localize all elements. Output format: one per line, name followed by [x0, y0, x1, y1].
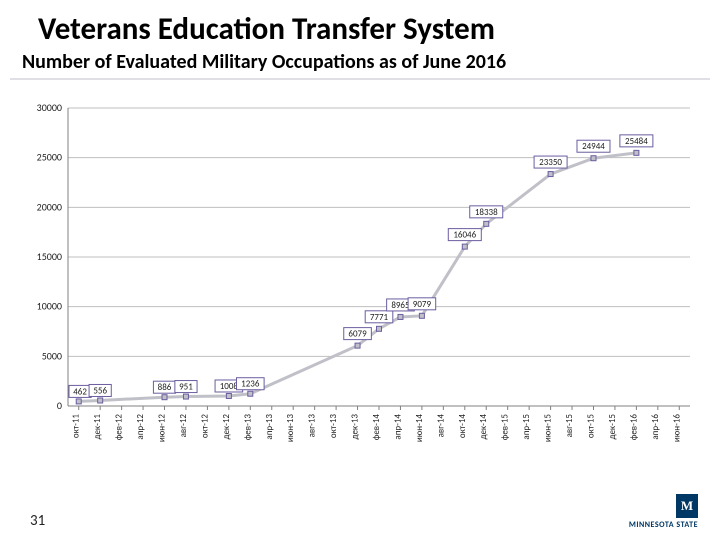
svg-text:24944: 24944	[582, 141, 605, 152]
svg-text:462: 462	[73, 386, 87, 397]
svg-text:1008: 1008	[220, 381, 239, 392]
svg-text:окт-15: окт-15	[585, 414, 596, 439]
svg-text:авг-14: авг-14	[435, 414, 446, 438]
svg-text:6079: 6079	[348, 329, 367, 340]
svg-text:1236: 1236	[241, 379, 260, 390]
svg-text:951: 951	[179, 382, 193, 393]
svg-text:июн-15: июн-15	[543, 414, 554, 442]
svg-text:авг-13: авг-13	[307, 414, 318, 438]
svg-text:фев-12: фев-12	[114, 414, 125, 441]
mn-glyph: M	[681, 498, 693, 514]
svg-text:июн-16: июн-16	[671, 414, 682, 442]
svg-text:дек-11: дек-11	[92, 414, 103, 440]
svg-text:18338: 18338	[475, 207, 498, 218]
svg-text:16046: 16046	[453, 230, 476, 241]
svg-text:дек-14: дек-14	[478, 414, 489, 440]
svg-text:апр-16: апр-16	[650, 414, 661, 440]
svg-text:20000: 20000	[37, 200, 62, 213]
svg-text:дек-13: дек-13	[350, 414, 361, 440]
svg-text:0: 0	[57, 399, 62, 412]
svg-text:23350: 23350	[539, 157, 562, 168]
page-number: 31	[30, 512, 45, 530]
svg-text:окт-11: окт-11	[71, 414, 82, 439]
svg-text:556: 556	[93, 385, 107, 396]
svg-text:окт-12: окт-12	[199, 414, 210, 439]
svg-text:25484: 25484	[625, 136, 648, 147]
mn-state-icon: M	[676, 494, 698, 518]
svg-text:дек-15: дек-15	[607, 414, 618, 440]
chart-svg: 0 5000 10000 15000 20000 25000 30000 окт-11 дек-…	[30, 104, 694, 484]
svg-text:10000: 10000	[37, 300, 62, 313]
svg-text:июн-13: июн-13	[285, 414, 296, 442]
svg-text:15000: 15000	[37, 250, 62, 263]
svg-text:окт-14: окт-14	[457, 414, 468, 439]
footer-logo: M MINNESOTA STATE	[629, 494, 698, 530]
svg-text:25000: 25000	[37, 151, 62, 164]
svg-text:фев-14: фев-14	[371, 414, 382, 441]
page-title: Veterans Education Transfer System	[0, 0, 720, 48]
svg-text:окт-13: окт-13	[328, 414, 339, 439]
svg-text:апр-12: апр-12	[135, 414, 146, 440]
page-subtitle: Number of Evaluated Military Occupations…	[10, 48, 710, 80]
svg-text:июн-14: июн-14	[414, 414, 425, 442]
svg-text:июн-12: июн-12	[157, 414, 168, 442]
svg-text:30000: 30000	[37, 104, 62, 114]
svg-text:апр-14: апр-14	[392, 414, 403, 440]
svg-text:фев-15: фев-15	[500, 414, 511, 441]
svg-text:7771: 7771	[370, 312, 389, 323]
line-chart: 0 5000 10000 15000 20000 25000 30000 окт-11 дек-…	[30, 104, 694, 484]
svg-text:5000: 5000	[42, 349, 62, 362]
svg-text:фев-13: фев-13	[242, 414, 253, 441]
svg-text:апр-15: апр-15	[521, 414, 532, 440]
svg-text:фев-16: фев-16	[628, 414, 639, 441]
svg-text:авг-15: авг-15	[564, 414, 575, 438]
svg-text:дек-12: дек-12	[221, 414, 232, 440]
footer-brand-text: MINNESOTA STATE	[629, 520, 698, 530]
svg-text:886: 886	[158, 382, 172, 393]
svg-text:8965: 8965	[391, 300, 410, 311]
svg-text:апр-13: апр-13	[264, 414, 275, 440]
svg-text:9079: 9079	[413, 299, 432, 310]
svg-text:авг-12: авг-12	[178, 414, 189, 438]
